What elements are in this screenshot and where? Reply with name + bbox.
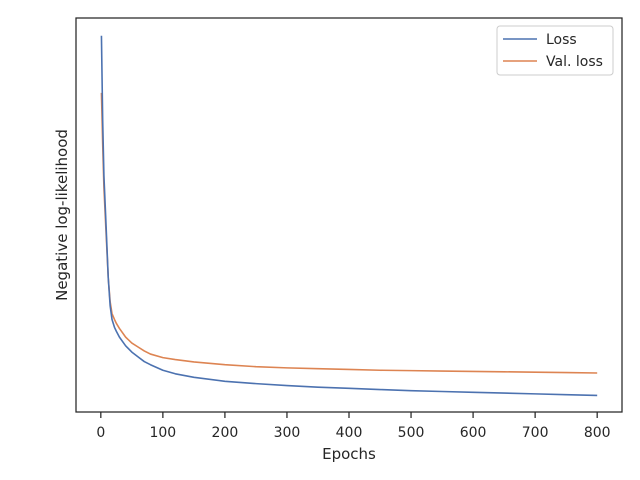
legend: Loss Val. loss <box>496 25 614 76</box>
x-axis-label: Epochs <box>322 445 376 463</box>
x-tick-label: 700 <box>522 425 549 441</box>
x-tick-label: 800 <box>584 425 611 441</box>
y-axis-label: Negative log-likelihood <box>53 129 71 301</box>
x-tick-label: 0 <box>96 425 105 441</box>
x-tick-label: 100 <box>149 425 176 441</box>
legend-label-loss: Loss <box>546 32 577 48</box>
x-tick-label: 400 <box>336 425 363 441</box>
x-tick-label: 300 <box>274 425 301 441</box>
legend-label-val-loss: Val. loss <box>546 54 603 70</box>
series-line-loss <box>100 35 598 397</box>
plot-frame <box>75 17 623 413</box>
series-layer <box>100 35 598 397</box>
x-ticks: 0 100 200 300 400 500 600 700 800 <box>96 412 611 441</box>
series-line-val-loss <box>100 92 598 374</box>
x-tick-label: 200 <box>212 425 239 441</box>
x-tick-label: 600 <box>460 425 487 441</box>
x-tick-label: 500 <box>398 425 425 441</box>
